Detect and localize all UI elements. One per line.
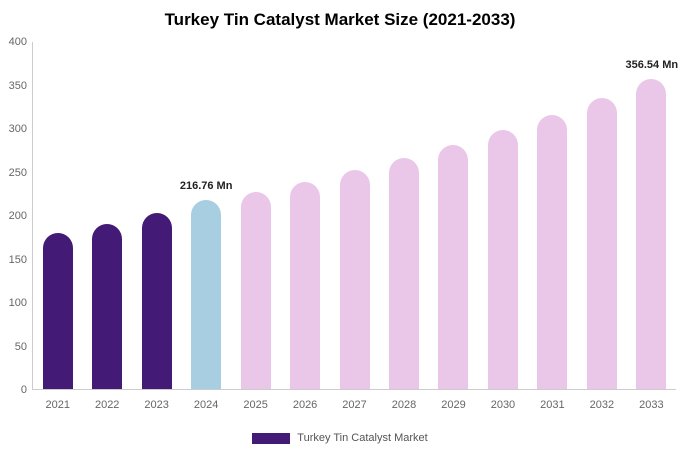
bar-2028 [389, 157, 420, 389]
bar-2024 [191, 200, 222, 389]
bar-2023 [141, 213, 172, 389]
x-tick-label: 2023 [144, 399, 169, 411]
y-tick-label: 150 [8, 253, 27, 266]
bar-2030 [487, 129, 518, 389]
bar-slot: 2025 [231, 42, 280, 411]
x-tick-label: 2028 [391, 399, 417, 411]
x-tick-label: 2025 [243, 399, 268, 411]
bar-slot: 2029 [429, 42, 478, 411]
x-tick-label: 2032 [589, 399, 615, 411]
y-axis: 0 50 100 150 200 250 300 350 400 [1, 36, 27, 396]
bar-slot: 2030 [478, 42, 527, 411]
chart-title: Turkey Tin Catalyst Market Size (2021-20… [164, 10, 516, 29]
bar-slot: 2023 [132, 42, 181, 411]
bar-2026 [290, 181, 321, 389]
y-tick-label: 350 [8, 79, 27, 92]
y-tick-label: 200 [8, 210, 27, 222]
bar-2032 [586, 98, 617, 389]
bar-slot: 2028 [379, 42, 428, 411]
bar-slot: 2021 [33, 42, 82, 411]
y-tick-label: 250 [8, 166, 27, 179]
bar-slot: 356.54 Mn 2033 [625, 42, 679, 411]
x-tick-label: 2026 [292, 399, 318, 411]
x-tick-label: 2024 [193, 399, 219, 411]
y-tick-label: 50 [14, 340, 27, 353]
x-tick-label: 2030 [490, 399, 516, 411]
x-tick-label: 2027 [342, 399, 367, 411]
legend: Turkey Tin Catalyst Market [0, 432, 680, 444]
plot-area: 0 50 100 150 200 250 300 350 400 2021 2022 2023 216… [9, 36, 679, 411]
y-tick-label: 300 [8, 123, 27, 135]
bar-2029 [438, 144, 469, 389]
legend-swatch [252, 432, 291, 444]
bar-slot: 2022 [82, 42, 131, 411]
x-tick-label: 2031 [540, 399, 565, 411]
bar-2021 [42, 233, 73, 389]
legend-label: Turkey Tin Catalyst Market [297, 432, 428, 444]
bar-value-label: 216.76 Mn [179, 180, 233, 193]
x-tick-label: 2022 [94, 399, 120, 411]
x-tick-label: 2029 [441, 399, 466, 411]
bar-2031 [537, 114, 568, 389]
bar-slot: 2032 [577, 42, 626, 411]
bar-slot: 2026 [280, 42, 329, 411]
y-tick-label: 400 [8, 36, 27, 48]
y-tick-label: 100 [8, 297, 27, 309]
bar-slot: 216.76 Mn 2024 [179, 42, 233, 411]
bar-2033 [636, 78, 667, 389]
bar-2022 [92, 223, 123, 389]
bar-2025 [240, 192, 271, 389]
bars-container: 2021 2022 2023 216.76 Mn 2024 2025 2026 2027 202… [33, 42, 679, 411]
x-tick-label: 2033 [639, 399, 664, 411]
bar-slot: 2031 [528, 42, 577, 411]
x-tick-label: 2021 [45, 399, 70, 411]
bar-2027 [339, 169, 370, 389]
bar-slot: 2027 [330, 42, 379, 411]
y-tick-label: 0 [20, 384, 27, 396]
bar-value-label: 356.54 Mn [625, 58, 679, 71]
